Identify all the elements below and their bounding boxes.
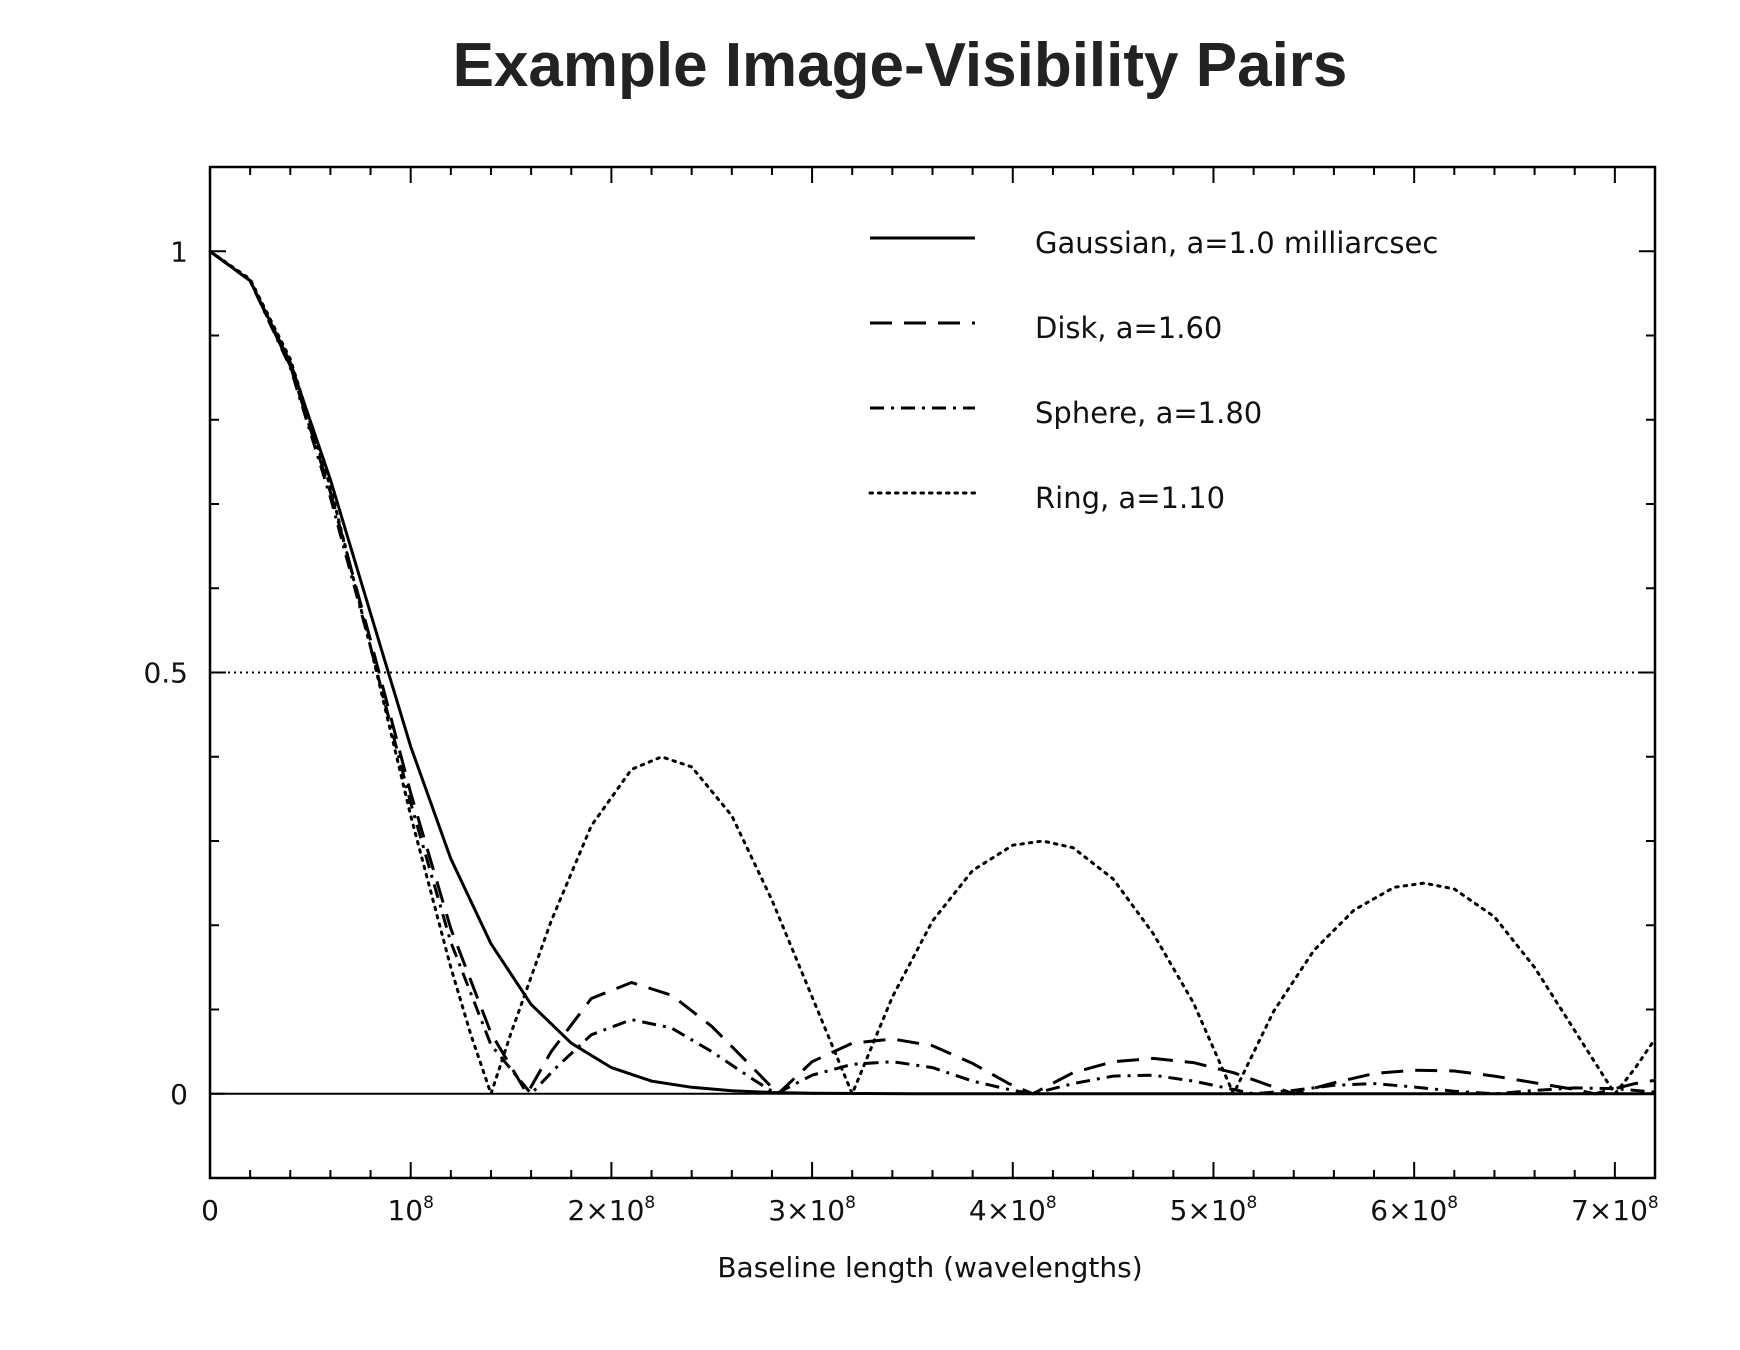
chart-title: Example Image-Visibility Pairs — [452, 31, 1348, 100]
x-tick-label-base: 3×10 — [768, 1194, 845, 1227]
y-tick-label: 0.5 — [143, 657, 188, 690]
series-line-gaussian — [209, 250, 1655, 1096]
legend: Gaussian, a=1.0 milliarcsec Disk, a=1.60 S… — [868, 226, 1438, 515]
series-layer — [208, 249, 1657, 1096]
x-tick-label-base: 4×10 — [969, 1194, 1046, 1227]
plot-area — [210, 671, 1655, 1095]
x-tick-label-exponent: 8 — [1648, 1193, 1659, 1213]
x-tick-label-base: 6×10 — [1370, 1194, 1447, 1227]
x-tick-label: 108 — [387, 1193, 433, 1227]
x-tick-label-exponent: 8 — [1247, 1193, 1258, 1213]
series-line-ring — [208, 249, 1657, 1096]
series-line-disk — [209, 250, 1656, 1096]
series-line-sphere — [209, 250, 1656, 1096]
x-tick-label-base: 7×10 — [1571, 1194, 1648, 1227]
x-tick-label-exponent: 8 — [1046, 1193, 1057, 1213]
x-tick-label: 3×108 — [768, 1193, 856, 1227]
x-tick-label-base: 10 — [387, 1194, 423, 1227]
legend-label-sphere: Sphere, a=1.80 — [1035, 396, 1262, 430]
x-tick-label: 6×108 — [1370, 1193, 1458, 1227]
x-tick-label: 4×108 — [969, 1193, 1057, 1227]
x-tick-label-base: 2×10 — [568, 1194, 645, 1227]
x-tick-label-exponent: 8 — [644, 1193, 655, 1213]
x-tick-label-exponent: 8 — [423, 1193, 434, 1213]
tick-marks — [209, 166, 1656, 1179]
x-tick-label: 7×108 — [1571, 1193, 1659, 1227]
x-tick-label-base: 5×10 — [1170, 1194, 1247, 1227]
legend-label-ring: Ring, a=1.10 — [1035, 481, 1225, 515]
x-tick-label-exponent: 8 — [845, 1193, 856, 1213]
y-tick-label: 1 — [170, 235, 188, 268]
x-tick-label: 5×108 — [1170, 1193, 1258, 1227]
x-tick-label-exponent: 8 — [1447, 1193, 1458, 1213]
legend-label-gaussian: Gaussian, a=1.0 milliarcsec — [1035, 226, 1438, 260]
y-tick-label: 0 — [170, 1078, 188, 1111]
x-axis-title: Baseline length (wavelengths) — [717, 1251, 1142, 1284]
legend-label-disk: Disk, a=1.60 — [1035, 311, 1222, 345]
x-tick-label: 2×108 — [568, 1193, 656, 1227]
x-tick-label: 0 — [201, 1194, 219, 1227]
